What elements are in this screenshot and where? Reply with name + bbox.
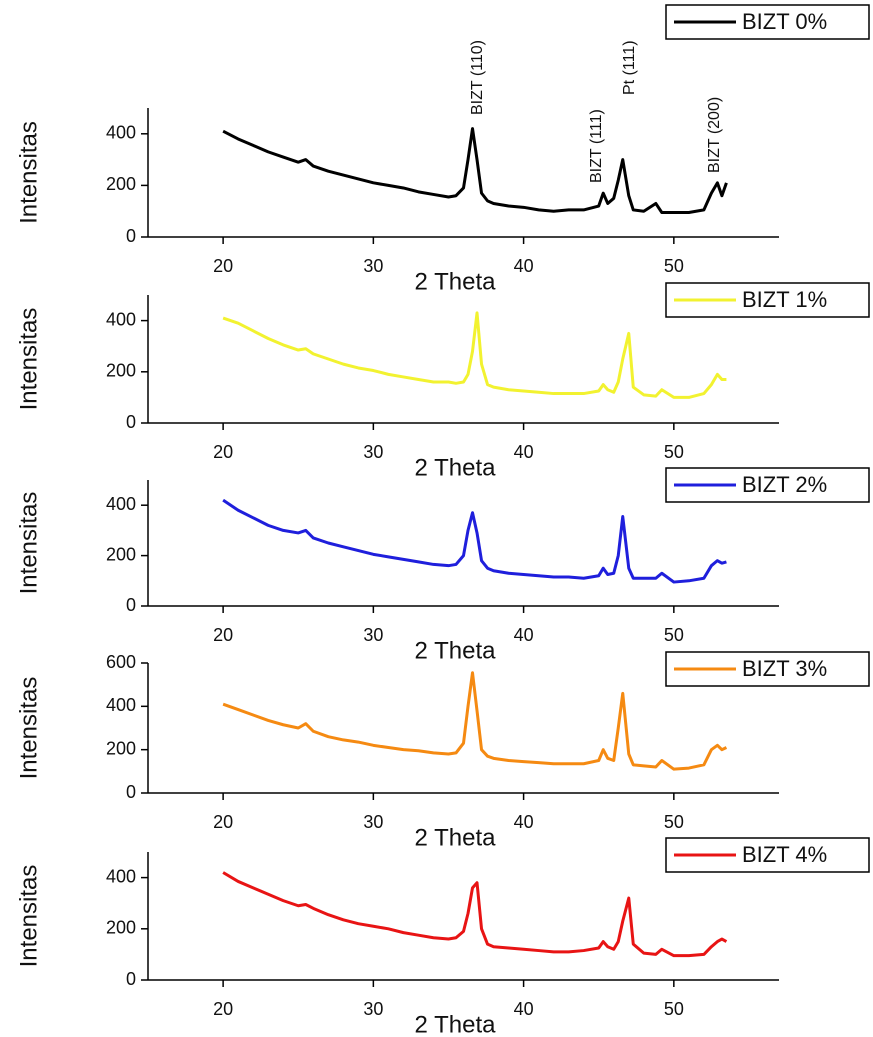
x-tick-label: 30 [363, 256, 383, 276]
x-tick-label: 50 [664, 442, 684, 462]
panel: 0 200 400 20 30 40 50 2 Theta Intensitas BIZT 4% [15, 837, 870, 1037]
data-line [222, 311, 727, 399]
x-tick-label: 20 [213, 812, 233, 832]
x-axis-title: 2 Theta [415, 1011, 497, 1037]
y-tick-label: 600 [106, 652, 136, 672]
x-axis-title: 2 Theta [415, 268, 497, 295]
x-axis-title: 2 Theta [415, 637, 497, 664]
y-tick-label: 400 [106, 309, 136, 329]
data-line [222, 498, 727, 584]
x-tick-label: 20 [213, 256, 233, 276]
x-tick-label: 40 [514, 256, 534, 276]
x-tick-label: 50 [664, 999, 684, 1019]
x-tick-label: 20 [213, 625, 233, 645]
x-tick-label: 40 [514, 442, 534, 462]
x-axis-title: 2 Theta [415, 454, 497, 481]
panel: 0 200 400 20 30 40 50 2 Theta Intensitas BIZT 1% [15, 282, 870, 481]
y-tick-label: 200 [106, 361, 136, 381]
legend-label: BIZT 2% [742, 472, 827, 497]
y-tick-label: 400 [106, 494, 136, 514]
data-line [222, 127, 728, 214]
legend-label: BIZT 4% [742, 842, 827, 867]
y-tick-label: 200 [106, 544, 136, 564]
legend-label: BIZT 1% [742, 287, 827, 312]
x-tick-label: 50 [664, 812, 684, 832]
x-tick-label: 40 [514, 812, 534, 832]
y-tick-label: 0 [126, 226, 136, 246]
peak-annotation: BIZT (200) [706, 97, 723, 173]
x-tick-label: 30 [363, 625, 383, 645]
y-tick-label: 200 [106, 738, 136, 758]
y-tick-label: 0 [126, 595, 136, 615]
y-tick-label: 200 [106, 174, 136, 194]
panel: 0 200 400 20 30 40 50 2 Theta Intensitas BIZT 2% [15, 467, 870, 664]
x-tick-label: 20 [213, 999, 233, 1019]
peak-annotation: BIZT (110) [469, 40, 486, 115]
y-tick-label: 400 [106, 695, 136, 715]
x-tick-label: 50 [664, 256, 684, 276]
panel: 0 200 400 600 20 30 40 50 2 Theta Intensitas BIZT … [15, 651, 870, 851]
y-axis-title: Intensitas [15, 865, 42, 968]
y-axis-title: Intensitas [15, 677, 42, 780]
y-tick-label: 0 [126, 969, 136, 989]
y-axis-title: Intensitas [15, 308, 42, 411]
y-tick-label: 400 [106, 866, 136, 886]
peak-annotation: Pt (111) [621, 40, 638, 95]
legend-box [665, 4, 870, 40]
data-line [222, 671, 728, 771]
y-axis-title: Intensitas [15, 121, 42, 224]
legend-label: BIZT 3% [742, 656, 827, 681]
x-tick-label: 30 [363, 812, 383, 832]
data-line [222, 871, 728, 958]
x-tick-label: 50 [664, 625, 684, 645]
panel: 0 200 400 20 30 40 50 2 Theta Intensitas BIZT 0% B… [15, 4, 870, 295]
y-tick-label: 200 [106, 918, 136, 938]
peak-annotation: BIZT (111) [588, 109, 605, 183]
x-axis-title: 2 Theta [415, 824, 497, 851]
y-tick-label: 400 [106, 123, 136, 143]
x-tick-label: 30 [363, 442, 383, 462]
x-tick-label: 20 [213, 442, 233, 462]
x-tick-label: 40 [514, 999, 534, 1019]
x-tick-label: 30 [363, 999, 383, 1019]
y-tick-label: 0 [126, 412, 136, 432]
x-tick-label: 40 [514, 625, 534, 645]
legend-label: BIZT 0% [742, 9, 827, 34]
y-axis-title: Intensitas [15, 492, 42, 595]
y-tick-label: 0 [126, 782, 136, 802]
